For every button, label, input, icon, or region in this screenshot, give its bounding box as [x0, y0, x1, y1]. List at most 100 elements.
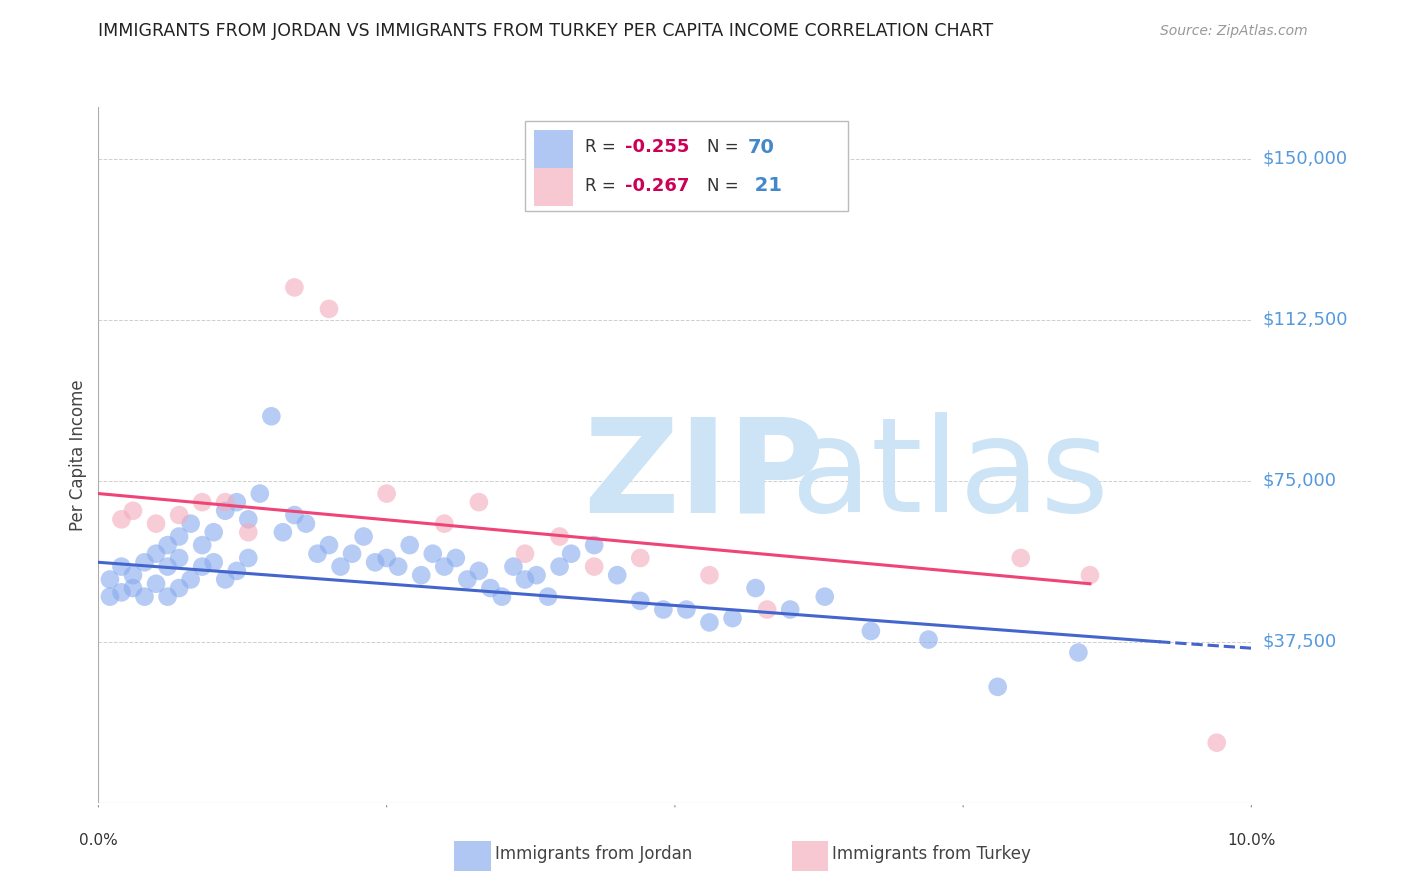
Point — [444, 551, 467, 566]
Point — [180, 573, 202, 587]
Point — [156, 559, 179, 574]
Text: atlas: atlas — [790, 412, 1109, 540]
Point — [214, 504, 236, 518]
Point — [721, 611, 744, 625]
Point — [422, 547, 444, 561]
Point — [98, 573, 121, 587]
Point — [167, 529, 190, 543]
Point — [110, 585, 132, 599]
Point — [513, 573, 536, 587]
Text: N =: N = — [707, 177, 744, 194]
Point — [606, 568, 628, 582]
Point — [134, 590, 156, 604]
Point — [145, 576, 167, 591]
Point — [526, 568, 548, 582]
Point — [307, 547, 329, 561]
Point — [238, 512, 260, 526]
Point — [699, 615, 721, 630]
Point — [814, 590, 837, 604]
Text: R =: R = — [585, 177, 621, 194]
FancyBboxPatch shape — [534, 169, 574, 206]
Point — [238, 525, 260, 540]
Text: Immigrants from Turkey: Immigrants from Turkey — [832, 845, 1031, 863]
Point — [122, 568, 145, 582]
Point — [238, 551, 260, 566]
Point — [502, 559, 524, 574]
Point — [145, 547, 167, 561]
Text: Source: ZipAtlas.com: Source: ZipAtlas.com — [1160, 24, 1308, 38]
Point — [491, 590, 513, 604]
Point — [411, 568, 433, 582]
Point — [548, 559, 571, 574]
Point — [779, 602, 801, 616]
Text: 10.0%: 10.0% — [1227, 833, 1275, 848]
Point — [398, 538, 420, 552]
FancyBboxPatch shape — [792, 841, 828, 871]
Point — [318, 301, 340, 316]
FancyBboxPatch shape — [524, 121, 848, 211]
Point — [468, 564, 491, 578]
Point — [1067, 645, 1090, 659]
Point — [122, 581, 145, 595]
FancyBboxPatch shape — [454, 841, 491, 871]
Point — [110, 559, 132, 574]
Point — [987, 680, 1010, 694]
Text: Immigrants from Jordan: Immigrants from Jordan — [495, 845, 692, 863]
Point — [191, 538, 214, 552]
Text: $112,500: $112,500 — [1263, 310, 1348, 328]
Point — [329, 559, 352, 574]
Point — [433, 516, 456, 531]
Point — [548, 529, 571, 543]
Point — [375, 551, 398, 566]
Text: R =: R = — [585, 138, 621, 156]
Point — [110, 512, 132, 526]
Point — [191, 559, 214, 574]
Point — [628, 594, 651, 608]
Text: -0.255: -0.255 — [626, 138, 690, 156]
Point — [583, 559, 606, 574]
Point — [652, 602, 675, 616]
Point — [560, 547, 582, 561]
Text: $75,000: $75,000 — [1263, 472, 1337, 490]
Point — [1078, 568, 1101, 582]
Point — [537, 590, 560, 604]
Point — [180, 516, 202, 531]
Point — [479, 581, 502, 595]
Point — [167, 551, 190, 566]
Point — [859, 624, 882, 638]
Point — [387, 559, 409, 574]
FancyBboxPatch shape — [534, 130, 574, 168]
Point — [134, 555, 156, 569]
Point — [145, 516, 167, 531]
Point — [202, 525, 225, 540]
Y-axis label: Per Capita Income: Per Capita Income — [69, 379, 87, 531]
Point — [283, 508, 305, 522]
Point — [513, 547, 536, 561]
Point — [1205, 736, 1227, 750]
Point — [353, 529, 375, 543]
Point — [699, 568, 721, 582]
Point — [191, 495, 214, 509]
Text: -0.267: -0.267 — [626, 177, 690, 194]
Point — [468, 495, 491, 509]
Text: 0.0%: 0.0% — [79, 833, 118, 848]
Point — [1010, 551, 1032, 566]
Text: $37,500: $37,500 — [1263, 632, 1337, 651]
Point — [318, 538, 340, 552]
Text: N =: N = — [707, 138, 744, 156]
Point — [249, 486, 271, 500]
Point — [156, 538, 179, 552]
Text: 70: 70 — [748, 138, 775, 157]
Text: 21: 21 — [748, 176, 782, 195]
Text: $150,000: $150,000 — [1263, 150, 1347, 168]
Point — [283, 280, 305, 294]
Point — [340, 547, 363, 561]
Point — [917, 632, 939, 647]
Point — [167, 581, 190, 595]
Point — [214, 573, 236, 587]
Point — [628, 551, 651, 566]
Point — [583, 538, 606, 552]
Point — [225, 495, 247, 509]
Point — [456, 573, 478, 587]
Point — [225, 564, 247, 578]
